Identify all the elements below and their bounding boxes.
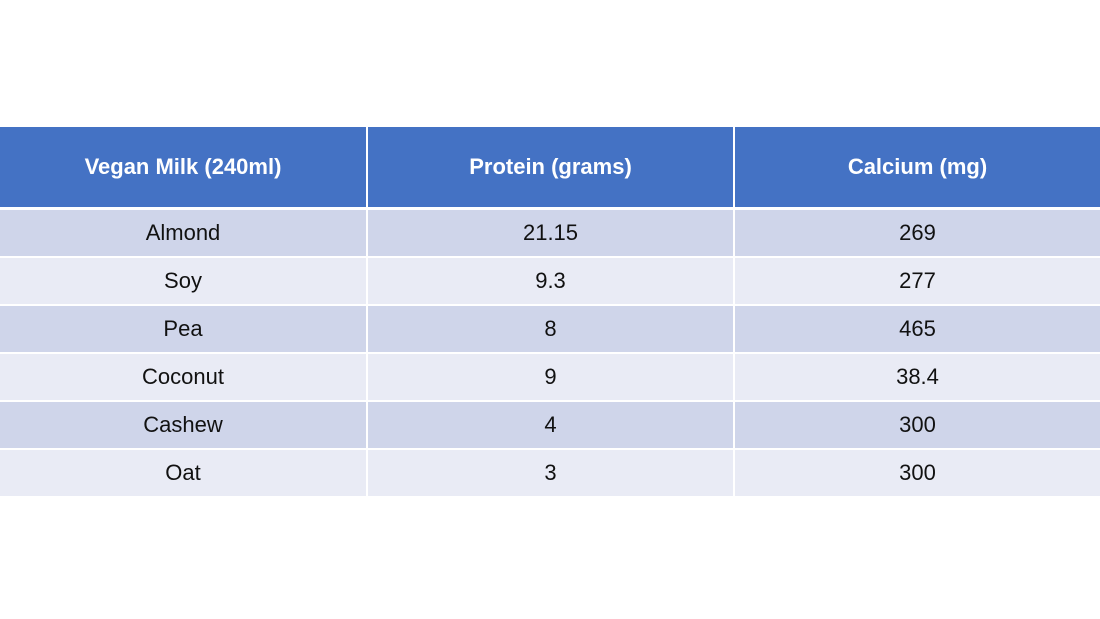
table-row: Soy 9.3 277 — [0, 257, 1100, 306]
cell-milk: Soy — [0, 257, 368, 306]
table-row: Almond 21.15 269 — [0, 208, 1100, 258]
table-row: Pea 8 465 — [0, 305, 1100, 354]
header-cell-protein: Protein (grams) — [367, 127, 735, 210]
table-row: Oat 3 300 — [0, 449, 1100, 498]
cell-calcium: 465 — [734, 305, 1100, 354]
header-row: Vegan Milk (240ml) Protein (grams) Calci… — [0, 127, 1100, 210]
cell-milk: Almond — [0, 208, 368, 258]
vegan-milk-table: Vegan Milk (240ml) Protein (grams) Calci… — [0, 127, 1100, 498]
cell-protein: 9.3 — [367, 257, 735, 306]
cell-protein: 9 — [367, 353, 735, 402]
cell-milk: Coconut — [0, 353, 368, 402]
cell-protein: 4 — [367, 401, 735, 450]
table-body: Almond 21.15 269 Soy 9.3 277 Pea 8 465 C… — [0, 208, 1100, 498]
table-row: Cashew 4 300 — [0, 401, 1100, 450]
cell-protein: 3 — [367, 449, 735, 498]
header-cell-milk: Vegan Milk (240ml) — [0, 127, 368, 210]
cell-calcium: 269 — [734, 208, 1100, 258]
cell-calcium: 300 — [734, 401, 1100, 450]
table-header: Vegan Milk (240ml) Protein (grams) Calci… — [0, 127, 1100, 210]
header-cell-calcium: Calcium (mg) — [734, 127, 1100, 210]
cell-protein: 21.15 — [367, 208, 735, 258]
cell-milk: Cashew — [0, 401, 368, 450]
cell-milk: Pea — [0, 305, 368, 354]
table-row: Coconut 9 38.4 — [0, 353, 1100, 402]
cell-calcium: 277 — [734, 257, 1100, 306]
cell-calcium: 38.4 — [734, 353, 1100, 402]
cell-calcium: 300 — [734, 449, 1100, 498]
cell-protein: 8 — [367, 305, 735, 354]
cell-milk: Oat — [0, 449, 368, 498]
